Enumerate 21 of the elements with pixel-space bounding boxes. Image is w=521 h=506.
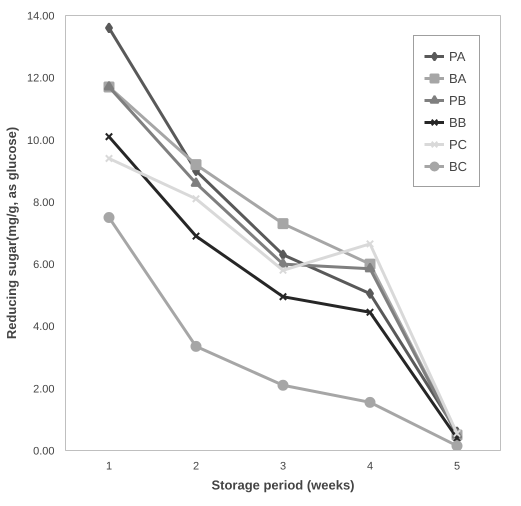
x-tick-label: 3 — [280, 460, 286, 472]
x-tick-label: 5 — [454, 460, 460, 472]
y-tick-label: 4.00 — [33, 321, 55, 334]
legend-label: PB — [449, 92, 468, 108]
x-tick-label: 2 — [192, 460, 200, 472]
x-axis-title: Storage period (weeks) — [211, 478, 355, 492]
y-tick-label: 2.00 — [33, 383, 55, 396]
y-tick-label: 12.00 — [26, 72, 55, 85]
legend-label: BB — [449, 114, 468, 130]
legend-label: PC — [449, 136, 468, 152]
y-tick-label: 10.00 — [26, 134, 55, 147]
y-tick-label: 6.00 — [33, 259, 55, 272]
legend-label: BC — [449, 158, 468, 174]
y-tick-label: 14.00 — [26, 10, 55, 22]
x-tick-label: 4 — [366, 460, 374, 472]
y-axis-title: Reducing sugar(mg/g, as glucose) — [4, 126, 19, 340]
legend-label: PA — [449, 48, 466, 64]
legend-label: BA — [449, 70, 468, 86]
x-tick-label: 1 — [106, 460, 112, 472]
y-tick-label: 8.00 — [33, 196, 55, 209]
y-tick-label: 0.00 — [33, 446, 55, 458]
